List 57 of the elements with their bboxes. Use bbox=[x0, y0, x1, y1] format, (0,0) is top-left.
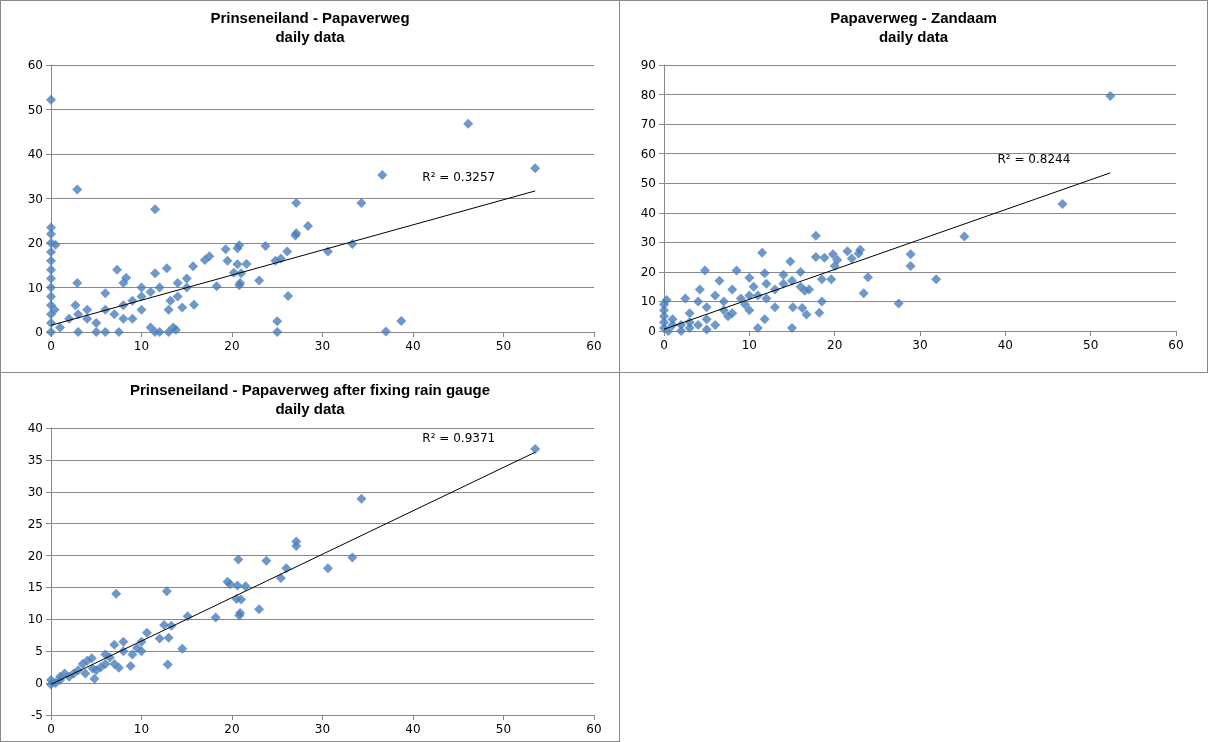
y-tick-label: 80 bbox=[640, 87, 656, 102]
y-tick-label: 30 bbox=[27, 484, 43, 499]
y-tick-label: 30 bbox=[27, 191, 43, 206]
x-tick-label: 30 bbox=[912, 338, 928, 352]
annotation: R² = 0.9371 bbox=[422, 431, 496, 446]
y-tick-label: 40 bbox=[27, 421, 43, 435]
y-tick-label: 0 bbox=[648, 324, 656, 338]
x-tick-label: 50 bbox=[495, 339, 512, 353]
x-tick-label: 0 bbox=[47, 339, 55, 353]
x-tick-label: 20 bbox=[224, 722, 240, 736]
y-tick-label: 40 bbox=[640, 205, 656, 220]
y-tick-label: 30 bbox=[640, 235, 656, 250]
x-tick-label: 10 bbox=[133, 339, 150, 353]
x-tick-label: 30 bbox=[314, 339, 331, 353]
x-tick-label: 60 bbox=[586, 339, 602, 353]
y-tick-label: 15 bbox=[27, 580, 43, 595]
y-tick-label: 50 bbox=[27, 102, 43, 117]
x-tick-label: 40 bbox=[405, 722, 421, 736]
x-tick-label: 0 bbox=[660, 338, 668, 352]
y-tick-label: 20 bbox=[27, 548, 43, 563]
x-tick-label: 0 bbox=[47, 722, 55, 736]
chart-title: Prinseneiland - Papaverweg after fixing rain gauge bbox=[129, 381, 491, 398]
x-tick-label: 10 bbox=[741, 338, 757, 352]
y-tick-label: 20 bbox=[640, 264, 656, 279]
y-tick-label: 10 bbox=[640, 294, 656, 309]
y-tick-label: 70 bbox=[640, 117, 656, 132]
y-tick-label: 60 bbox=[27, 58, 43, 72]
x-tick-label: 20 bbox=[827, 338, 843, 352]
y-tick-label: 20 bbox=[27, 236, 43, 250]
chart-title: Prinseneiland - Papaverweg bbox=[210, 9, 410, 26]
annotation: R² = 0.8244 bbox=[997, 151, 1071, 166]
y-tick-label: 10 bbox=[27, 612, 43, 627]
x-tick-label: 30 bbox=[314, 722, 331, 736]
chart-subtitle: daily data bbox=[878, 28, 949, 45]
y-tick-label: 25 bbox=[27, 516, 43, 531]
y-tick-label: 90 bbox=[640, 58, 656, 72]
chart-subtitle: daily data bbox=[275, 400, 346, 417]
y-tick-label: 0 bbox=[35, 676, 43, 691]
x-tick-label: 50 bbox=[1083, 338, 1099, 352]
y-tick-label: 40 bbox=[27, 147, 43, 161]
y-tick-label: 35 bbox=[27, 452, 43, 467]
y-tick-label: -5 bbox=[31, 708, 43, 722]
annotation: R² = 0.3257 bbox=[422, 169, 496, 184]
y-tick-label: 5 bbox=[35, 644, 43, 659]
x-tick-label: 50 bbox=[495, 722, 512, 736]
x-tick-label: 10 bbox=[133, 722, 150, 736]
x-tick-label: 20 bbox=[224, 339, 240, 353]
x-tick-label: 60 bbox=[1168, 338, 1184, 352]
y-tick-label: 0 bbox=[35, 325, 43, 339]
x-tick-label: 60 bbox=[586, 722, 602, 736]
y-tick-label: 10 bbox=[27, 280, 43, 295]
chart-title: Papaverweg - Zandaam bbox=[830, 9, 997, 26]
y-tick-label: 60 bbox=[640, 146, 656, 161]
x-tick-label: 40 bbox=[405, 339, 421, 353]
y-tick-label: 50 bbox=[640, 176, 656, 191]
x-tick-label: 40 bbox=[997, 338, 1013, 352]
chart-subtitle: daily data bbox=[275, 28, 346, 45]
